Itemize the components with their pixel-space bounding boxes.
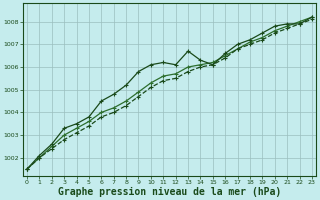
X-axis label: Graphe pression niveau de la mer (hPa): Graphe pression niveau de la mer (hPa) bbox=[58, 186, 281, 197]
